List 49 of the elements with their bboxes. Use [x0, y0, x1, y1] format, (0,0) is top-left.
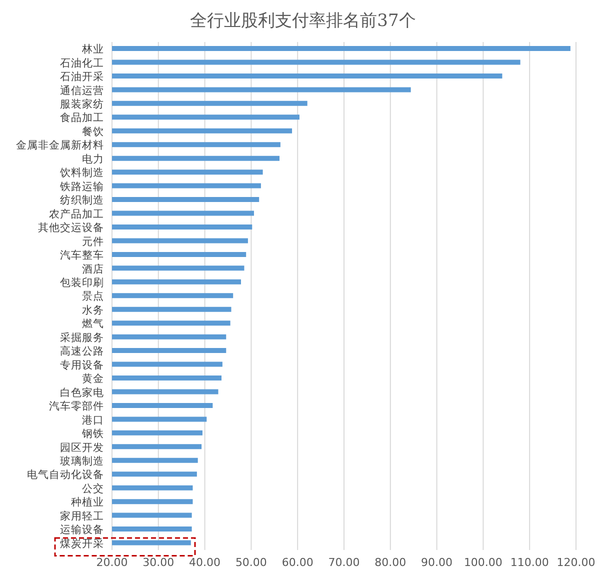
y-tick-label: 金属非金属新材料	[16, 138, 104, 152]
x-tick-label: 30.00	[142, 556, 174, 569]
x-tick-label: 100.00	[464, 556, 502, 569]
x-tick-label: 70.00	[328, 556, 360, 569]
y-tick-label: 钢铁	[81, 428, 104, 440]
y-tick-label: 采掘服务	[60, 330, 104, 344]
y-tick-label: 运输设备	[60, 523, 104, 536]
y-tick-label: 公交	[82, 482, 104, 495]
y-tick-label: 纺织制造	[60, 194, 104, 207]
y-tick-label: 元件	[82, 236, 104, 248]
y-tick-label: 其他交运设备	[38, 221, 104, 234]
y-tick-label: 电气自动化设备	[27, 468, 104, 482]
y-tick-label: 林业	[81, 42, 104, 56]
y-tick-label: 专用设备	[60, 358, 104, 372]
x-tick-label: 60.00	[282, 556, 314, 569]
x-tick-label: 80.00	[374, 556, 406, 569]
x-tick-label: 40.00	[189, 556, 221, 569]
y-tick-label: 汽车零部件	[49, 400, 104, 413]
y-tick-label: 电力	[82, 152, 104, 166]
x-tick-label: 110.00	[510, 556, 549, 569]
y-tick-label: 服装家纺	[60, 98, 104, 111]
y-tick-label: 园区开发	[60, 442, 104, 454]
y-tick-label: 家用轻工	[60, 509, 104, 522]
y-tick-label: 燃气	[82, 318, 104, 330]
x-tick-label: 20.00	[96, 556, 128, 569]
y-tick-label: 农产品加工	[49, 207, 104, 220]
y-tick-label: 玻璃制造	[60, 454, 104, 468]
x-tick-label: 90.00	[421, 556, 453, 569]
y-tick-label: 石油开采	[60, 70, 104, 84]
y-tick-label: 煤炭开采	[60, 536, 104, 550]
y-tick-label: 酒店	[82, 262, 104, 276]
y-tick-label: 石油化工	[60, 56, 104, 70]
y-tick-label: 白色家电	[60, 386, 104, 399]
y-tick-label: 食品加工	[60, 111, 104, 124]
y-tick-label: 饮料制造	[59, 166, 104, 180]
chart-title: 全行业股利支付率排名前37个	[189, 10, 417, 33]
x-tick-label: 50.00	[235, 556, 267, 569]
y-tick-label: 铁路运输	[59, 180, 104, 193]
y-tick-label: 种植业	[71, 496, 104, 509]
y-tick-label: 水务	[82, 303, 104, 316]
y-tick-label: 汽车整车	[60, 248, 104, 262]
x-tick-label: 120.00	[556, 556, 596, 569]
y-tick-label: 景点	[82, 290, 104, 303]
y-tick-label: 通信运营	[60, 84, 104, 97]
y-tick-label: 港口	[82, 413, 104, 426]
y-tick-label: 包装印刷	[60, 276, 104, 289]
y-tick-label: 餐饮	[82, 126, 104, 138]
y-tick-label: 黄金	[82, 372, 104, 386]
y-tick-label: 高速公路	[60, 344, 104, 358]
